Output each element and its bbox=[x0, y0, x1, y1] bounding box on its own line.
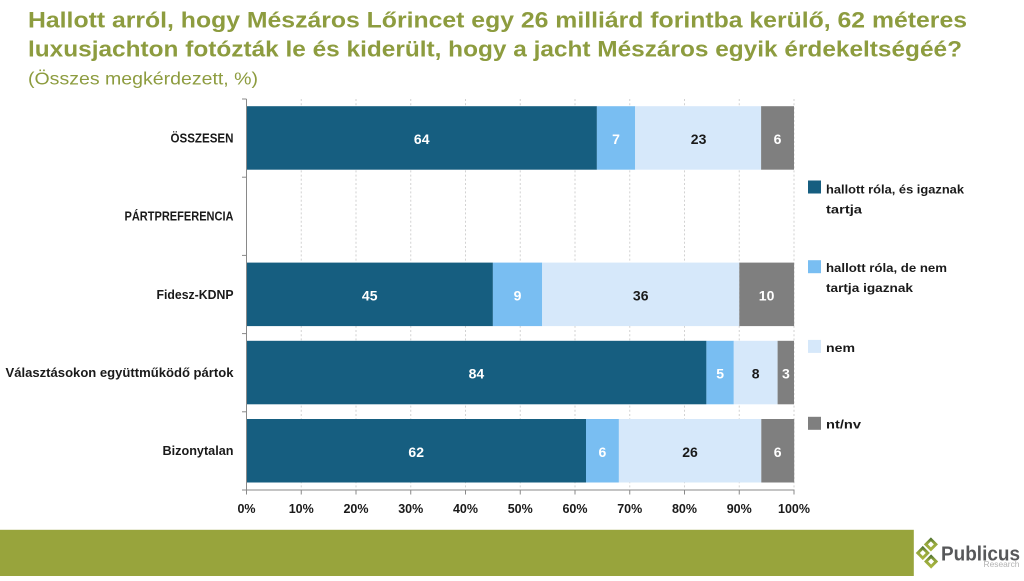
svg-text:8: 8 bbox=[752, 366, 760, 382]
svg-text:Fidesz-KDNP: Fidesz-KDNP bbox=[157, 288, 234, 302]
svg-text:Research: Research bbox=[984, 559, 1020, 569]
svg-text:90%: 90% bbox=[727, 502, 752, 516]
svg-text:Publicus: Publicus bbox=[941, 544, 1020, 566]
svg-text:ÖSSZESEN: ÖSSZESEN bbox=[171, 130, 234, 145]
svg-text:64: 64 bbox=[414, 131, 430, 147]
svg-text:23: 23 bbox=[691, 131, 707, 147]
svg-text:hallott róla, de nem: hallott róla, de nem bbox=[826, 261, 947, 275]
svg-text:5: 5 bbox=[716, 366, 724, 382]
svg-text:3: 3 bbox=[782, 366, 790, 382]
svg-text:10: 10 bbox=[759, 287, 775, 303]
svg-text:Bizonytalan: Bizonytalan bbox=[163, 444, 234, 458]
svg-text:20%: 20% bbox=[343, 502, 368, 516]
svg-text:9: 9 bbox=[514, 287, 522, 303]
svg-text:62: 62 bbox=[408, 444, 424, 460]
svg-text:80%: 80% bbox=[672, 502, 697, 516]
svg-text:hallott róla, és igaznak: hallott róla, és igaznak bbox=[826, 183, 964, 197]
svg-text:7: 7 bbox=[612, 131, 620, 147]
svg-text:100%: 100% bbox=[778, 502, 810, 516]
svg-text:84: 84 bbox=[469, 366, 485, 382]
svg-text:nt/nv: nt/nv bbox=[826, 418, 861, 432]
svg-text:luxusjachton fotózták le és ki: luxusjachton fotózták le és kiderült, ho… bbox=[28, 36, 962, 61]
svg-text:Választásokon együttműködő pár: Választásokon együttműködő pártok bbox=[6, 366, 234, 380]
svg-text:6: 6 bbox=[774, 131, 782, 147]
svg-text:tartja igaznak: tartja igaznak bbox=[826, 281, 913, 295]
svg-text:30%: 30% bbox=[398, 502, 423, 516]
svg-text:36: 36 bbox=[633, 287, 649, 303]
svg-text:nem: nem bbox=[826, 341, 855, 355]
svg-text:tartja: tartja bbox=[826, 203, 862, 217]
svg-text:45: 45 bbox=[362, 287, 378, 303]
svg-text:70%: 70% bbox=[617, 502, 642, 516]
svg-text:0%: 0% bbox=[237, 502, 255, 516]
svg-text:Hallott arról, hogy Mészáros L: Hallott arról, hogy Mészáros Lőrincet eg… bbox=[28, 8, 967, 33]
svg-text:PÁRTPREFERENCIA: PÁRTPREFERENCIA bbox=[125, 209, 234, 224]
svg-text:6: 6 bbox=[599, 444, 607, 460]
svg-text:(Összes megkérdezett, %): (Összes megkérdezett, %) bbox=[28, 69, 258, 89]
svg-text:40%: 40% bbox=[453, 502, 478, 516]
svg-text:60%: 60% bbox=[562, 502, 587, 516]
svg-text:6: 6 bbox=[774, 444, 782, 460]
svg-text:10%: 10% bbox=[289, 502, 314, 516]
svg-text:50%: 50% bbox=[508, 502, 533, 516]
svg-text:26: 26 bbox=[682, 444, 698, 460]
